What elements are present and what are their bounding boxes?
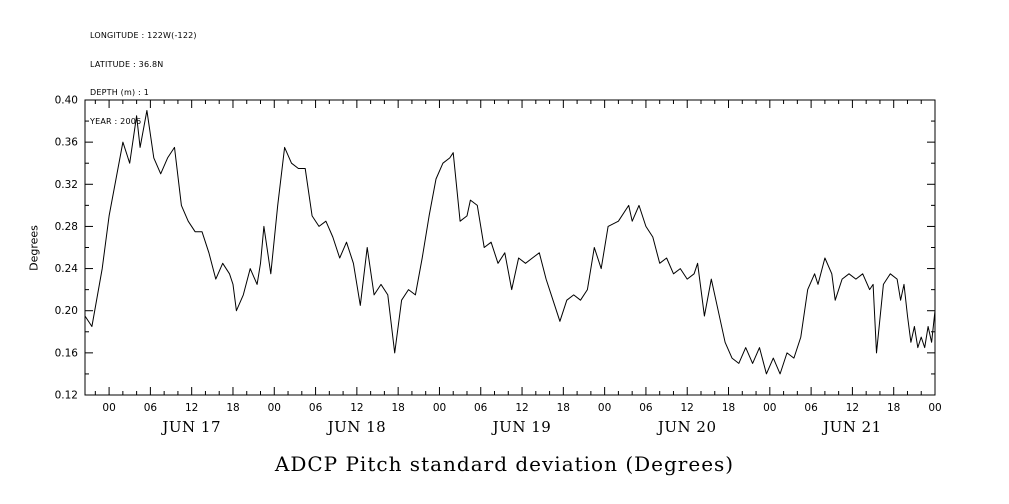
svg-text:0.40: 0.40 bbox=[55, 95, 78, 107]
svg-text:00: 00 bbox=[763, 402, 776, 414]
svg-text:06: 06 bbox=[639, 402, 653, 414]
svg-text:JUN 21: JUN 21 bbox=[821, 418, 882, 436]
svg-text:12: 12 bbox=[185, 402, 198, 414]
svg-text:18: 18 bbox=[887, 402, 900, 414]
svg-text:18: 18 bbox=[557, 402, 570, 414]
svg-text:12: 12 bbox=[515, 402, 528, 414]
svg-text:0.20: 0.20 bbox=[55, 305, 78, 317]
svg-text:00: 00 bbox=[598, 402, 611, 414]
svg-text:0.12: 0.12 bbox=[55, 390, 78, 402]
svg-text:JUN 19: JUN 19 bbox=[491, 418, 552, 436]
svg-text:JUN 18: JUN 18 bbox=[326, 418, 387, 436]
metadata-depth: DEPTH (m) : 1 bbox=[90, 88, 149, 97]
svg-text:0.24: 0.24 bbox=[55, 263, 79, 275]
svg-text:06: 06 bbox=[474, 402, 488, 414]
svg-text:06: 06 bbox=[804, 402, 818, 414]
svg-text:12: 12 bbox=[681, 402, 694, 414]
svg-text:00: 00 bbox=[928, 402, 941, 414]
svg-text:00: 00 bbox=[433, 402, 446, 414]
svg-text:06: 06 bbox=[309, 402, 323, 414]
chart-title: ADCP Pitch standard deviation (Degrees) bbox=[274, 452, 735, 476]
metadata-longitude: LONGITUDE : 122W(-122) bbox=[90, 31, 197, 40]
svg-text:00: 00 bbox=[102, 402, 115, 414]
svg-text:12: 12 bbox=[350, 402, 363, 414]
svg-text:0.32: 0.32 bbox=[55, 179, 78, 191]
svg-text:06: 06 bbox=[144, 402, 158, 414]
svg-text:0.28: 0.28 bbox=[55, 221, 78, 233]
svg-text:18: 18 bbox=[392, 402, 405, 414]
svg-text:JUN 20: JUN 20 bbox=[656, 418, 717, 436]
svg-text:0.36: 0.36 bbox=[55, 137, 79, 149]
metadata-latitude: LATITUDE : 36.8N bbox=[90, 59, 164, 69]
svg-text:12: 12 bbox=[846, 402, 859, 414]
metadata-block: LONGITUDE : 122W(-122) LATITUDE : 36.8N … bbox=[90, 12, 197, 145]
svg-text:00: 00 bbox=[268, 402, 281, 414]
svg-text:18: 18 bbox=[226, 402, 239, 414]
svg-text:18: 18 bbox=[722, 402, 735, 414]
svg-text:0.16: 0.16 bbox=[55, 347, 79, 359]
svg-text:JUN 17: JUN 17 bbox=[160, 418, 221, 436]
metadata-year: YEAR : 2006 bbox=[90, 116, 142, 126]
